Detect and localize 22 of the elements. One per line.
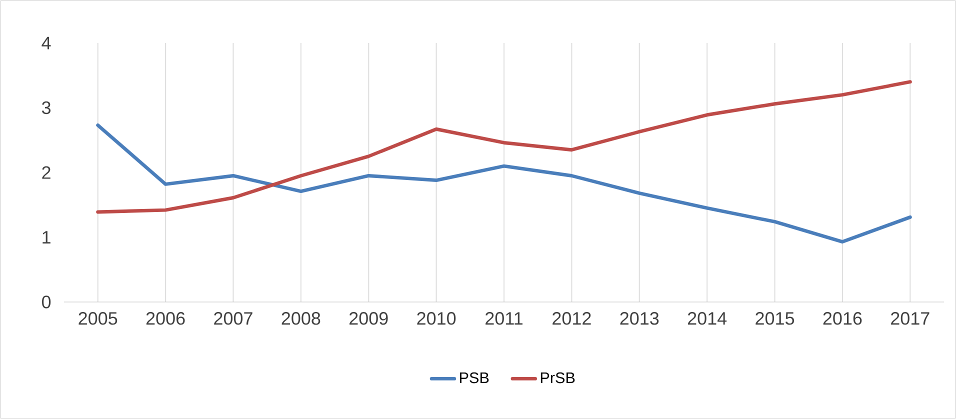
y-tick-label: 1 xyxy=(42,231,50,244)
legend-label: PSB xyxy=(460,372,489,384)
x-tick-label: 2008 xyxy=(282,312,320,325)
line-series xyxy=(96,124,912,244)
y-tick-label: 0 xyxy=(42,296,51,308)
y-tick-label: 4 xyxy=(42,36,51,50)
x-tick-label: 2011 xyxy=(486,312,522,325)
x-tick-label: 2014 xyxy=(688,312,727,325)
x-tick-label: 2006 xyxy=(146,312,185,325)
y-tick-label: 3 xyxy=(42,101,51,114)
line-series xyxy=(96,80,912,214)
legend-label: PrSB xyxy=(540,372,575,384)
x-tick-label: 2017 xyxy=(891,312,930,325)
x-tick-label: 2010 xyxy=(417,312,456,325)
x-tick-label: 2012 xyxy=(552,312,591,325)
x-tick-label: 2013 xyxy=(620,312,659,325)
x-tick-label: 2007 xyxy=(214,312,252,325)
x-tick-label: 2009 xyxy=(350,312,388,325)
x-tick-label: 2005 xyxy=(78,312,118,325)
y-tick-label: 2 xyxy=(42,166,50,179)
x-tick-label: 2016 xyxy=(823,312,862,325)
x-tick-label: 2015 xyxy=(756,312,794,325)
